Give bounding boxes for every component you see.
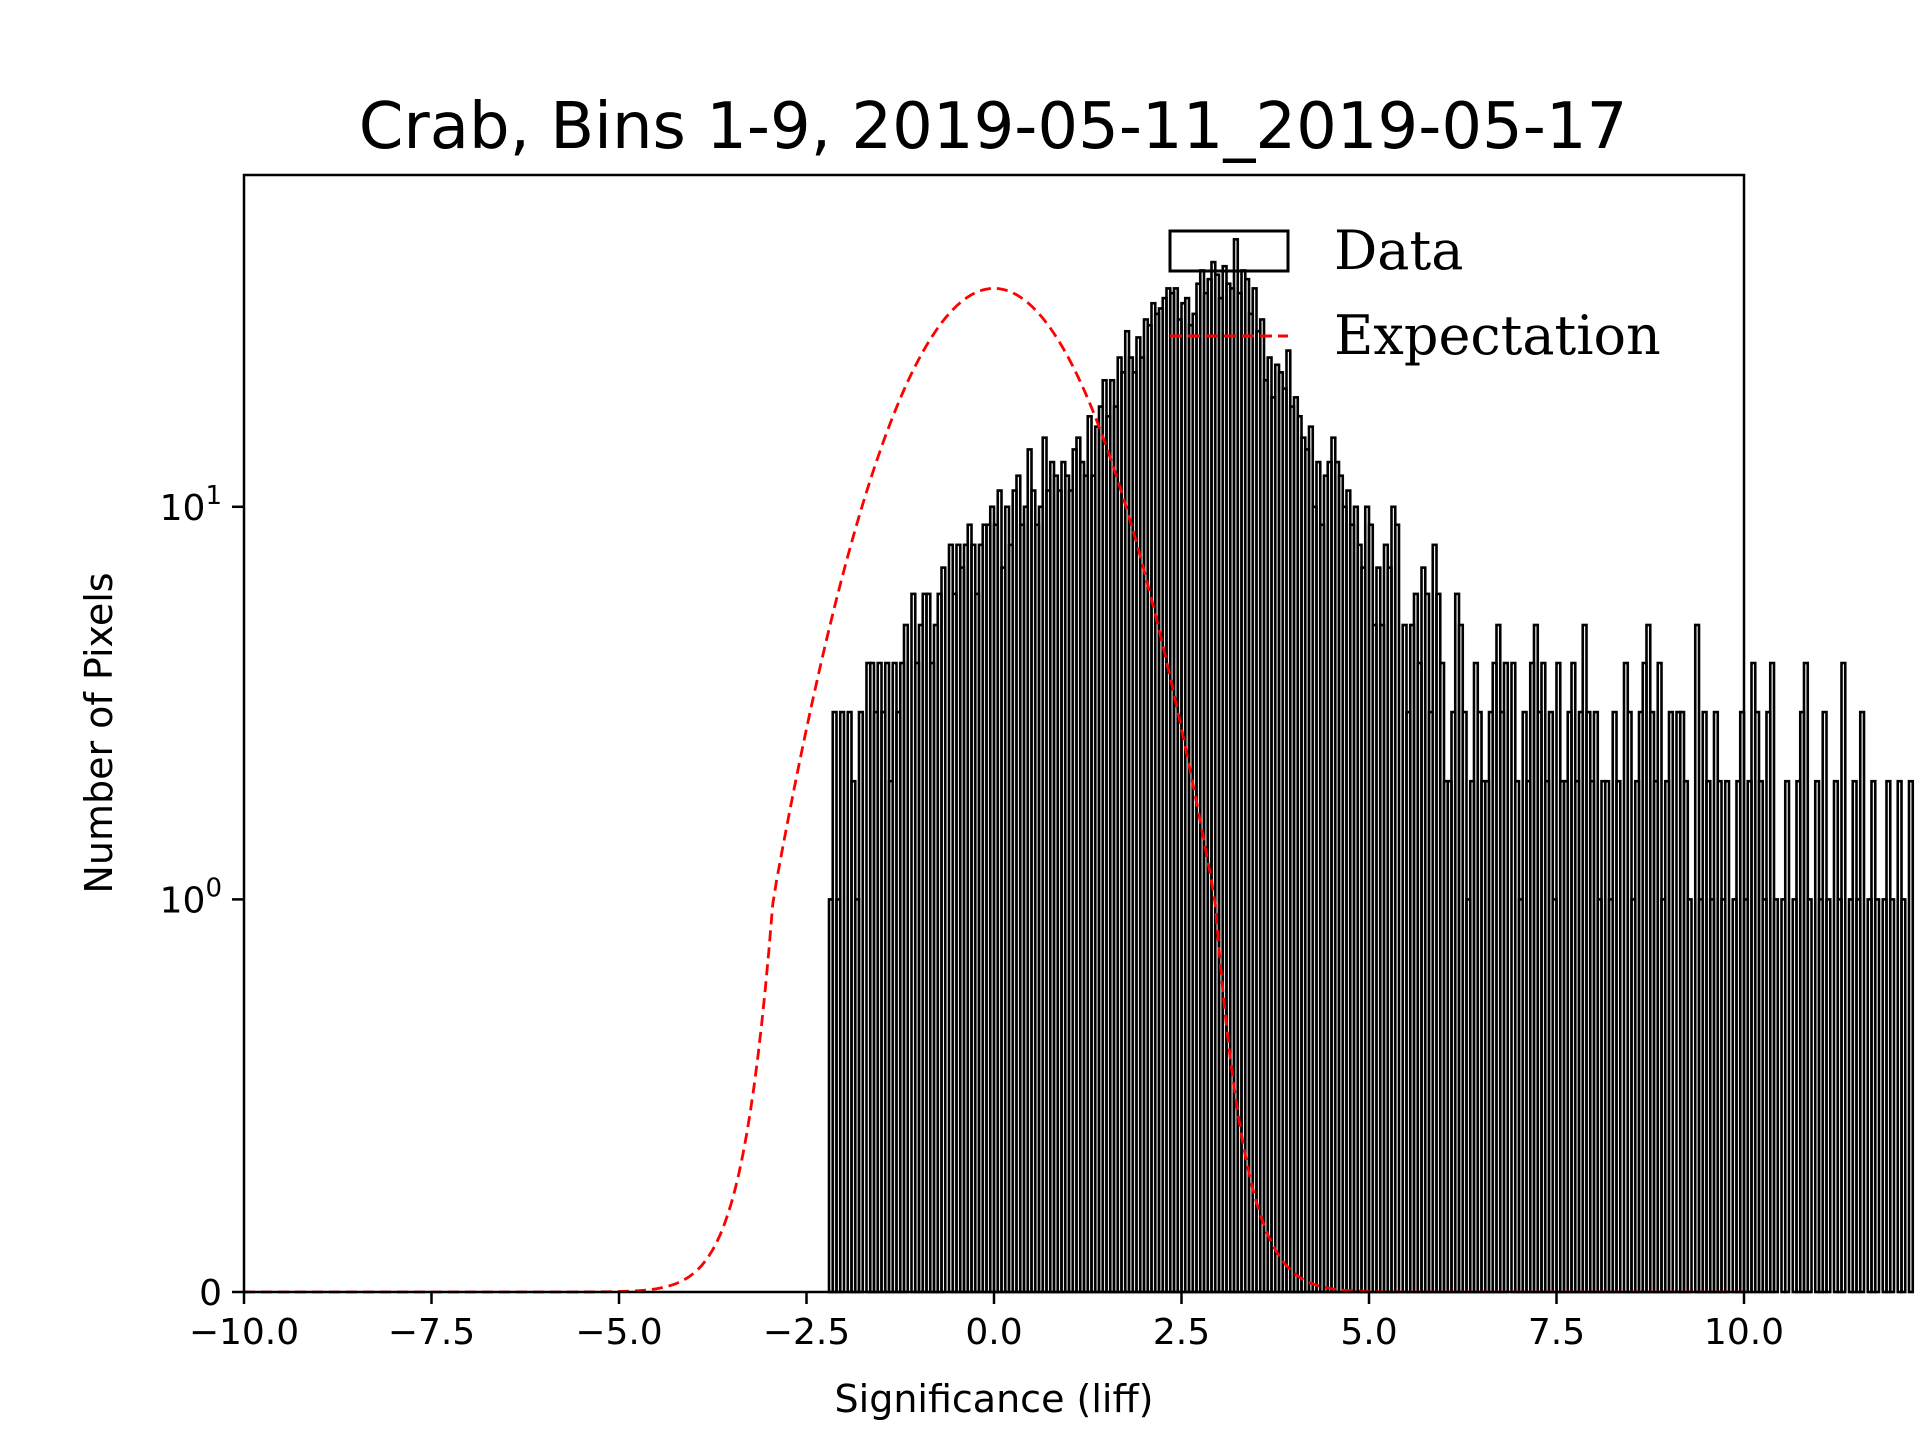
histogram-bar <box>1723 779 1731 1294</box>
histogram-bar <box>1873 898 1881 1294</box>
histogram-bar <box>1502 661 1510 1294</box>
x-tick-label: 0.0 <box>965 1312 1022 1353</box>
x-tick-label: −10.0 <box>189 1312 299 1353</box>
histogram-bar <box>902 623 910 1294</box>
histogram-bar <box>940 566 947 1294</box>
histogram-bar <box>1806 898 1813 1294</box>
x-tick-label: 5.0 <box>1340 1312 1397 1353</box>
histogram-bar <box>1907 779 1915 1294</box>
histogram-bar <box>1686 898 1693 1294</box>
x-axis-label: Significance (liff) <box>835 1377 1154 1421</box>
y-tick-label: 0 <box>199 1273 222 1314</box>
legend-data-swatch <box>1168 229 1290 273</box>
x-tick-label: −7.5 <box>388 1312 475 1353</box>
chart-title: Crab, Bins 1-9, 2019-05-11_2019-05-17 <box>359 90 1628 164</box>
x-tick-label: −2.5 <box>763 1312 850 1353</box>
legend: Data Expectation <box>1168 219 1661 367</box>
x-tick-label: −5.0 <box>575 1312 662 1353</box>
legend-data-label: Data <box>1334 219 1463 282</box>
histogram-bar <box>1858 710 1866 1294</box>
x-axis-ticks: −10.0 −7.5 −5.0 −2.5 0.0 2.5 5.0 7.5 10.0 <box>189 1292 1784 1353</box>
histogram-bar <box>838 710 846 1294</box>
histogram-bar <box>1783 779 1791 1294</box>
y-tick-label: 100 <box>160 873 222 921</box>
plot-marks <box>244 238 1915 1294</box>
histogram-bar <box>1888 898 1896 1294</box>
y-tick-label: 101 <box>160 481 222 529</box>
histogram-bar <box>1393 523 1401 1294</box>
histogram-bar <box>1825 898 1832 1294</box>
histogram-bar <box>857 710 865 1294</box>
plot-frame <box>242 173 1746 1294</box>
histogram-bar <box>1772 898 1780 1294</box>
x-tick-label: 10.0 <box>1704 1312 1784 1353</box>
y-axis-ticks: 0 100 101 <box>160 481 244 1314</box>
histogram-bar <box>1615 779 1622 1294</box>
legend-expectation-label: Expectation <box>1334 304 1661 367</box>
y-axis-label: Number of Pixels <box>77 572 121 893</box>
histogram-bar <box>1667 710 1675 1294</box>
histogram-bar <box>1900 898 1907 1294</box>
x-tick-label: 2.5 <box>1153 1312 1210 1353</box>
histogram-bar <box>1840 661 1847 1294</box>
x-tick-label: 7.5 <box>1528 1312 1585 1353</box>
